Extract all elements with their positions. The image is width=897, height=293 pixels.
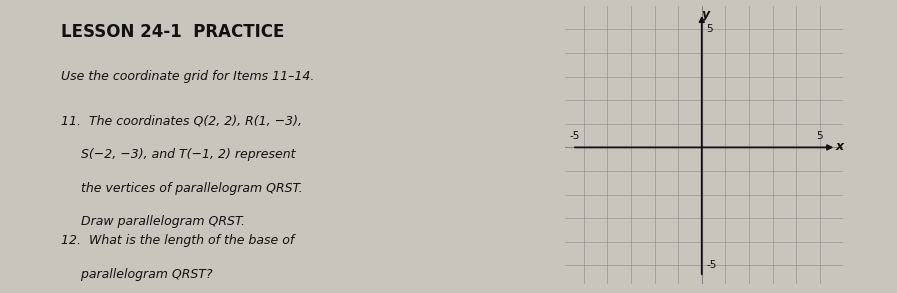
Text: y: y — [702, 8, 710, 21]
Text: parallelogram QRST?: parallelogram QRST? — [61, 268, 213, 281]
Text: -5: -5 — [570, 132, 580, 142]
Text: 5: 5 — [816, 132, 823, 142]
Text: x: x — [836, 140, 844, 153]
Text: 12.  What is the length of the base of: 12. What is the length of the base of — [61, 234, 294, 247]
Text: 5: 5 — [707, 24, 713, 35]
Text: the vertices of parallelogram QRST.: the vertices of parallelogram QRST. — [61, 182, 302, 195]
Text: S(−2, −3), and T(−1, 2) represent: S(−2, −3), and T(−1, 2) represent — [61, 148, 295, 161]
Text: -5: -5 — [707, 260, 717, 270]
Text: Draw parallelogram QRST.: Draw parallelogram QRST. — [61, 215, 245, 228]
Text: 11.  The coordinates Q(2, 2), R(1, −3),: 11. The coordinates Q(2, 2), R(1, −3), — [61, 114, 302, 127]
Text: Use the coordinate grid for Items 11–14.: Use the coordinate grid for Items 11–14. — [61, 70, 314, 83]
Text: LESSON 24-1  PRACTICE: LESSON 24-1 PRACTICE — [61, 23, 284, 41]
